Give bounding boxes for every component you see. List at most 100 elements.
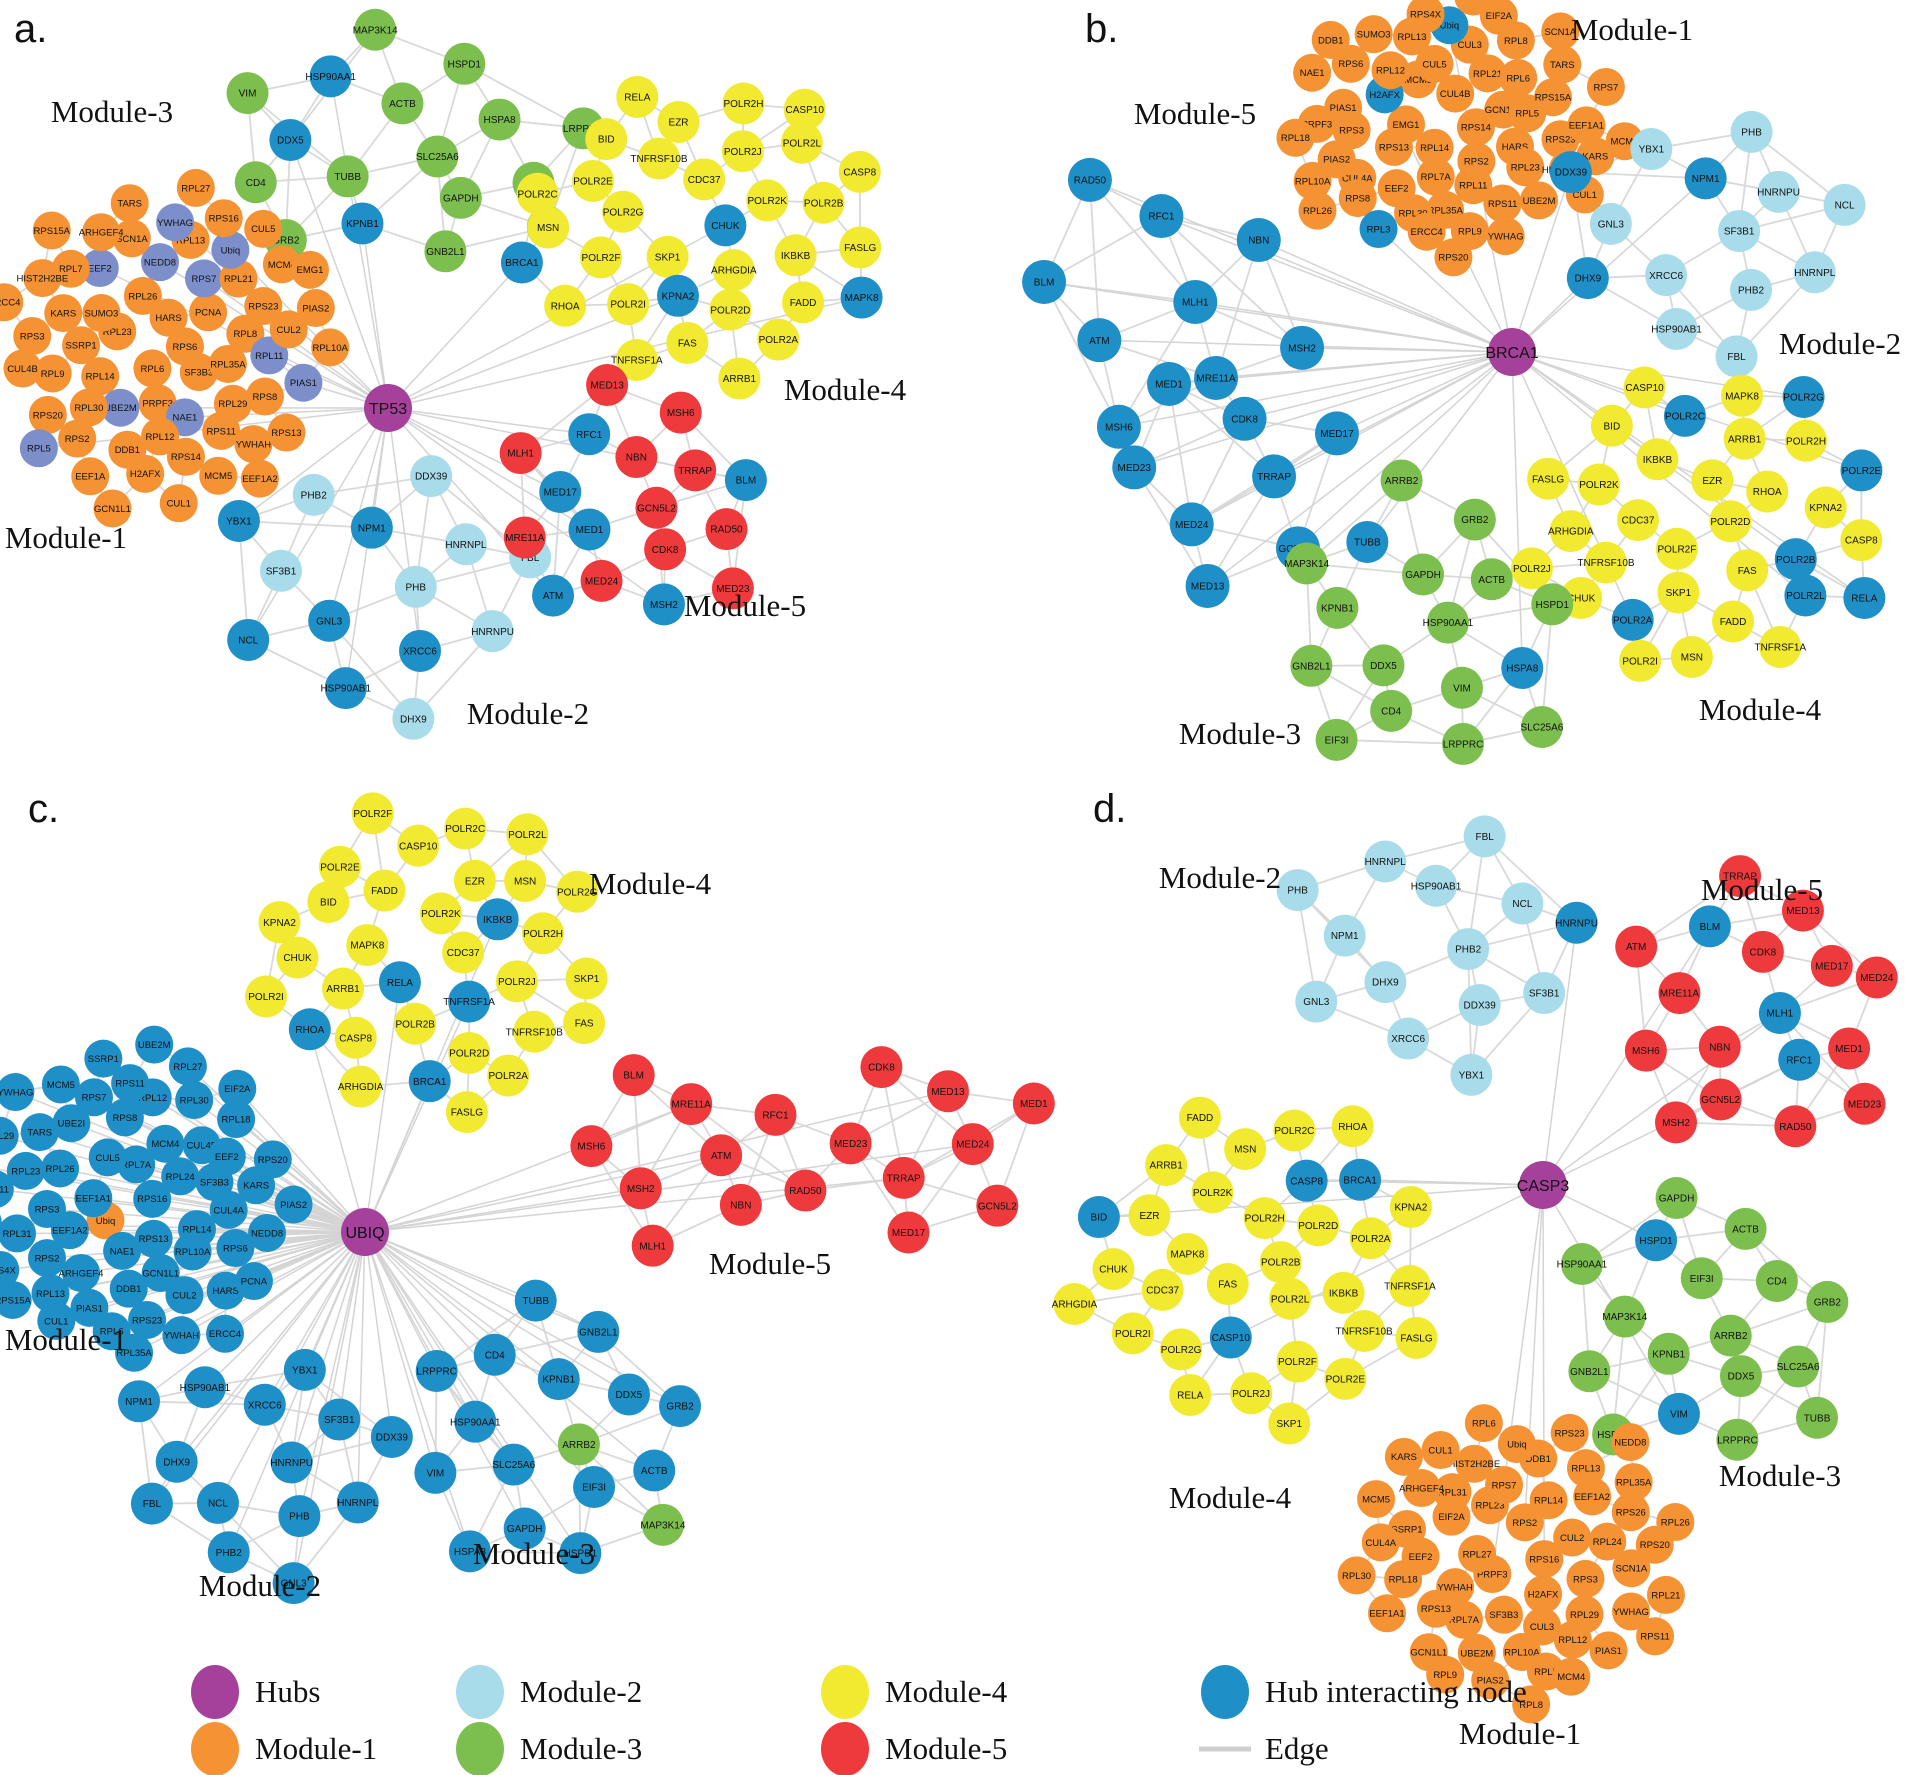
node — [0, 1250, 20, 1289]
node — [514, 1279, 557, 1322]
node — [399, 629, 442, 672]
hub-edge — [1258, 239, 1513, 353]
node — [1359, 210, 1398, 249]
node — [1357, 1480, 1396, 1519]
legend-label: Hubs — [255, 1674, 320, 1709]
node — [140, 243, 179, 282]
hub-edge — [238, 407, 389, 522]
node — [1471, 1661, 1510, 1700]
node — [1709, 500, 1752, 543]
node — [0, 1280, 32, 1319]
node — [642, 583, 685, 626]
node — [487, 1054, 530, 1097]
hub-edge — [364, 1080, 431, 1233]
node — [700, 1134, 743, 1177]
node — [1553, 1518, 1592, 1557]
node — [1485, 1466, 1524, 1505]
legend-label: Module-5 — [885, 1731, 1007, 1766]
node — [1433, 1473, 1472, 1512]
legend-swatch — [821, 1722, 869, 1775]
node — [544, 284, 587, 327]
node — [1573, 1477, 1612, 1516]
node — [1684, 157, 1727, 200]
node — [1715, 335, 1758, 378]
node — [559, 1532, 602, 1575]
node — [1523, 972, 1566, 1015]
hub-label: TP53 — [369, 401, 407, 418]
node — [318, 1398, 361, 1441]
node — [1440, 666, 1483, 709]
node — [0, 1214, 37, 1253]
node — [1454, 166, 1493, 205]
node — [641, 1503, 684, 1546]
node — [58, 419, 97, 458]
node — [607, 283, 650, 326]
node — [1549, 151, 1592, 194]
hub-edge — [1360, 1178, 1544, 1186]
node — [1434, 238, 1473, 277]
node — [1614, 1463, 1653, 1502]
edge — [1160, 215, 1303, 349]
edge — [1336, 738, 1464, 745]
node — [1611, 598, 1654, 641]
hub-edge — [364, 1103, 692, 1233]
node — [1012, 1082, 1055, 1125]
node — [250, 336, 289, 375]
node — [1505, 1503, 1544, 1542]
hub-edge — [364, 1143, 973, 1233]
node — [1458, 984, 1501, 1027]
hub-edge — [387, 262, 523, 409]
node — [1719, 855, 1762, 898]
node — [615, 339, 658, 382]
node — [444, 807, 487, 850]
node — [308, 599, 351, 642]
node — [284, 363, 323, 402]
node — [248, 1213, 287, 1252]
node — [41, 1065, 80, 1104]
hub-edge — [364, 1231, 581, 1554]
node — [1716, 1418, 1759, 1461]
node — [1450, 1053, 1493, 1096]
node — [272, 1562, 315, 1605]
node — [1657, 1392, 1700, 1435]
node — [219, 259, 258, 298]
node — [1774, 538, 1817, 581]
node — [1804, 486, 1847, 529]
node — [1426, 1655, 1465, 1694]
node — [1346, 520, 1389, 563]
node — [234, 1262, 273, 1301]
node — [176, 168, 215, 207]
node — [245, 377, 284, 416]
node — [1584, 541, 1627, 584]
node — [1324, 1357, 1367, 1400]
node — [1486, 217, 1525, 256]
node — [1147, 361, 1192, 406]
node — [782, 281, 825, 324]
node — [670, 1083, 713, 1126]
node — [227, 618, 270, 661]
node — [326, 155, 369, 198]
hub-edge — [364, 1231, 476, 1423]
node — [408, 1060, 451, 1103]
hub-edge — [1542, 1012, 1781, 1186]
node — [522, 912, 565, 955]
hub-edge — [1378, 228, 1513, 353]
node — [1384, 1437, 1423, 1476]
node — [453, 859, 496, 902]
node — [444, 523, 487, 566]
node — [1371, 51, 1410, 90]
node — [721, 130, 764, 173]
node — [1784, 574, 1827, 617]
panel-letter: c. — [28, 787, 59, 831]
node — [659, 1385, 702, 1428]
node — [1755, 1260, 1798, 1303]
node — [128, 1300, 167, 1339]
node — [309, 55, 352, 98]
node — [130, 1482, 173, 1525]
node — [1655, 1176, 1698, 1219]
node — [175, 1081, 214, 1120]
node — [1501, 647, 1544, 690]
node — [258, 901, 301, 944]
module-label: Module-2 — [199, 1568, 321, 1603]
node — [1810, 944, 1853, 987]
